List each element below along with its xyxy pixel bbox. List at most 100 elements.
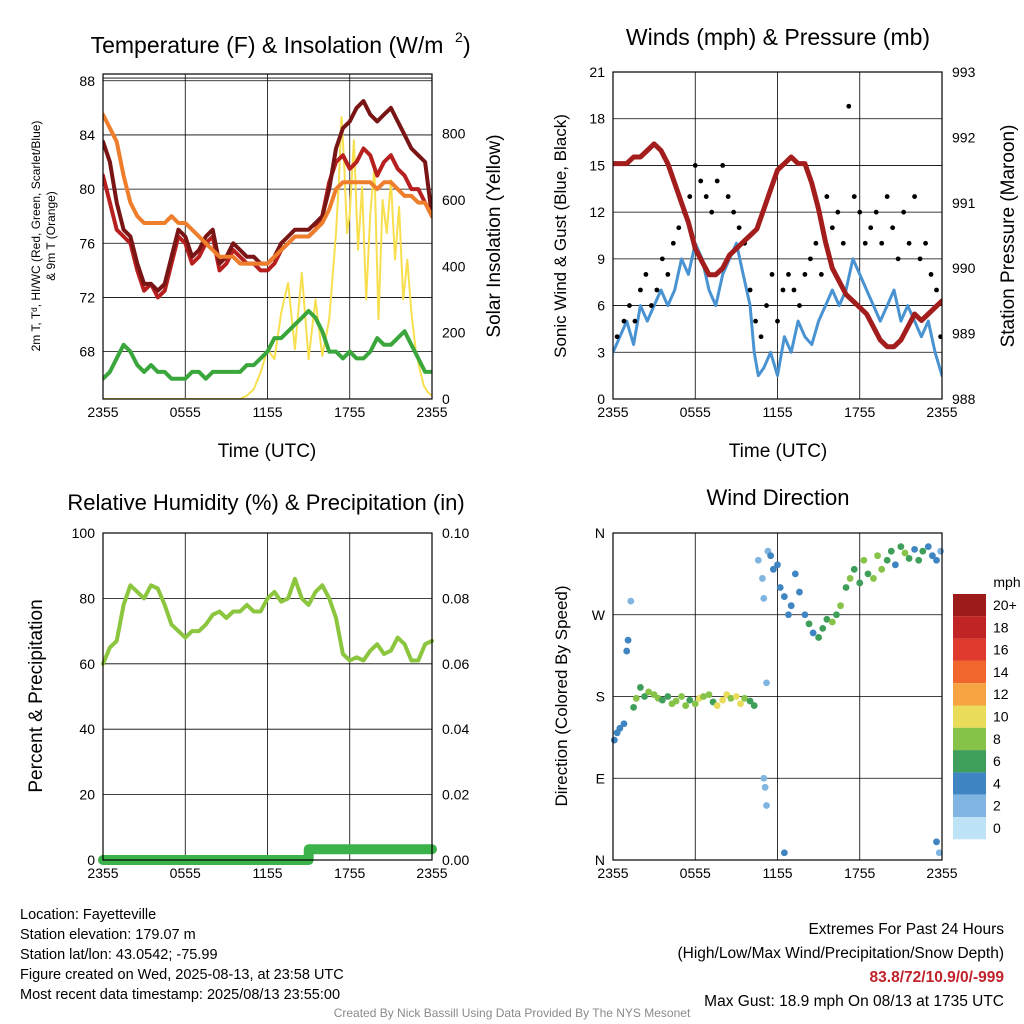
gust-point [747, 287, 753, 293]
direction-point [610, 736, 618, 744]
direction-point [664, 693, 672, 700]
x-tick-label: 0555 [170, 404, 201, 420]
y2-tick-label: 0.02 [442, 787, 469, 803]
y-tick-label: 84 [79, 127, 95, 143]
direction-point [837, 602, 844, 610]
x-tick-label: 1155 [252, 404, 282, 420]
gust-point [934, 287, 939, 293]
direction-point [791, 570, 799, 578]
gust-point [720, 163, 726, 168]
x-axis-label: Time (UTC) [729, 441, 828, 462]
station-location: Location: Fayetteville [20, 907, 157, 923]
x-tick-label: 2355 [87, 404, 118, 420]
series-pressure [613, 141, 942, 350]
humidity-precipitation-panel: 2355 0555 1155 1755 23550204060801000.000.02… [26, 490, 469, 881]
legend-swatch [953, 660, 986, 684]
y2-tick-label: 0.04 [442, 721, 469, 737]
direction-point [705, 691, 713, 699]
y-tick-label: 40 [79, 721, 95, 737]
gust-point [923, 240, 928, 246]
y-tick-label: 0 [87, 852, 95, 868]
gust-point [813, 240, 819, 246]
direction-point [774, 561, 781, 569]
y-axis-label: Percent & Precipitation [26, 599, 47, 792]
plot-frame [612, 532, 943, 861]
gust-point [698, 178, 704, 184]
direction-point [809, 629, 817, 637]
direction-point [905, 555, 913, 562]
y-tick-label: 18 [589, 111, 605, 127]
y2-tick-label: 400 [442, 258, 466, 274]
direction-point [864, 570, 872, 578]
station-elevation: Station elevation: 179.07 m [20, 927, 196, 943]
direction-point [846, 575, 854, 582]
y2-tick-label: 988 [952, 391, 976, 407]
y2-tick-label: 800 [442, 126, 466, 142]
legend-swatch [953, 594, 986, 617]
gust-point [928, 272, 934, 277]
y-tick-label: 21 [589, 64, 605, 80]
y2-tick-label: 0.08 [442, 590, 469, 606]
gust-point [917, 256, 923, 262]
gust-point [829, 225, 835, 231]
y-tick-label: 100 [72, 525, 96, 541]
y2-tick-label: 600 [442, 192, 466, 208]
gust-point [665, 272, 671, 277]
direction-point [887, 547, 895, 555]
gust-point [703, 194, 709, 199]
gust-point [879, 240, 885, 246]
gust-point [840, 240, 846, 246]
direction-point [915, 556, 923, 564]
direction-point [760, 774, 768, 782]
y-axis-label-line: 2m T, Tᵈ, HI/WC (Red, Green, Scarlet/Blu… [29, 121, 43, 352]
extremes-title: Extremes For Past 24 Hours [808, 921, 1004, 938]
direction-point [870, 575, 877, 582]
y-tick-label: 6 [597, 298, 605, 314]
direction-point [719, 696, 727, 704]
y-axis-label: Direction (Colored By Speed) [552, 585, 571, 806]
direction-point [691, 700, 699, 708]
direction-point [763, 679, 770, 687]
legend-label: 16 [993, 642, 1009, 658]
gust-point [835, 209, 841, 215]
direction-point [856, 579, 864, 587]
x-tick-label: 2355 [926, 865, 957, 881]
series-dewpoint [103, 309, 432, 381]
direction-point [682, 702, 690, 709]
direction-point [924, 543, 932, 551]
legend-swatch [953, 616, 986, 639]
direction-point [801, 611, 809, 619]
y-tick-label: 80 [79, 590, 95, 606]
y-axis-label: Sonic Wind & Gust (Blue, Black) [551, 114, 570, 358]
legend-swatch [953, 638, 986, 661]
x-tick-label: 0555 [680, 865, 711, 881]
gust-point [714, 178, 720, 184]
direction-point [833, 611, 840, 619]
gust-point [753, 318, 758, 324]
direction-point [874, 552, 881, 560]
plot-frame [102, 532, 433, 861]
gust-point [938, 334, 942, 340]
y2-axis-label: Station Pressure (Maroon) [998, 125, 1019, 348]
extremes-info: Extremes For Past 24 Hours (High/Low/Max… [678, 918, 1005, 1014]
direction-point [933, 556, 940, 564]
direction-point [700, 693, 707, 700]
direction-point [937, 547, 945, 555]
y2-tick-label: 989 [952, 326, 976, 342]
direction-point [627, 597, 635, 605]
x-tick-label: 2355 [597, 404, 628, 420]
x-tick-label: 1155 [762, 865, 792, 881]
legend-label: 8 [993, 731, 1001, 747]
plot-frame [612, 71, 943, 400]
direction-point [787, 602, 795, 610]
x-tick-label: 2355 [87, 865, 118, 881]
gust-point [846, 103, 852, 109]
y-tick-label: 3 [597, 344, 605, 360]
x-tick-label: 0555 [170, 865, 201, 881]
x-tick-label: 1155 [252, 865, 282, 881]
legend-label: 6 [993, 753, 1001, 769]
legend-swatch [953, 817, 986, 840]
gust-point [627, 303, 632, 308]
gust-point [648, 303, 654, 308]
gust-point [632, 318, 638, 324]
